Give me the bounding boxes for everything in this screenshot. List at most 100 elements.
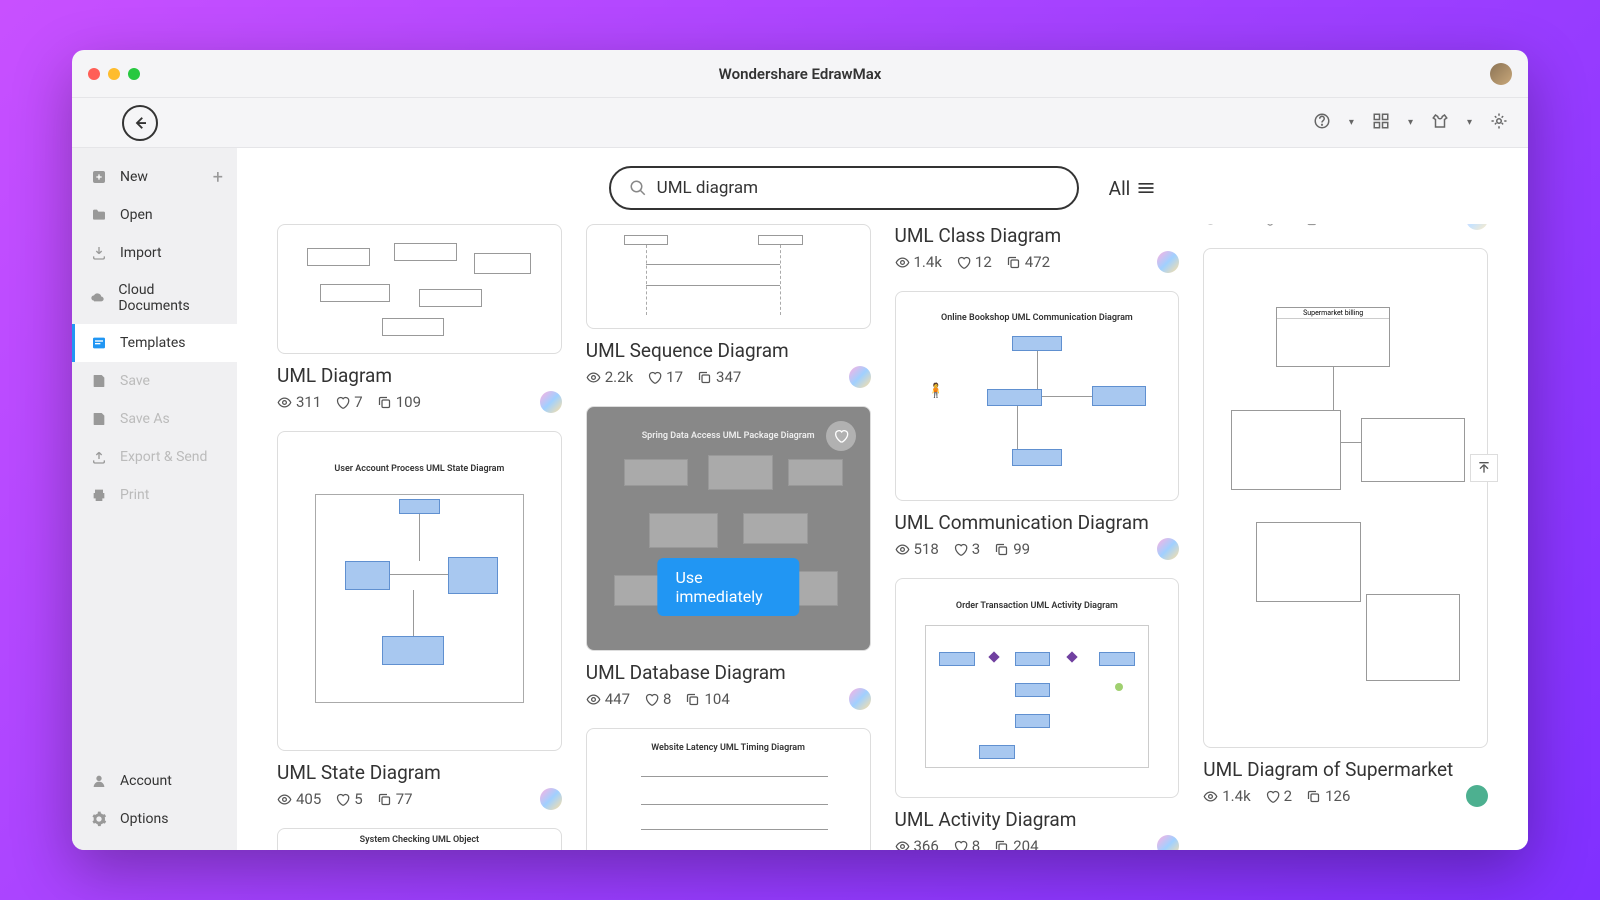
print-icon bbox=[90, 486, 108, 504]
search-icon bbox=[629, 179, 647, 197]
sidebar-item-cloud[interactable]: Cloud Documents bbox=[72, 272, 237, 324]
use-immediately-button[interactable]: Use immediately bbox=[657, 558, 798, 616]
author-avatar[interactable] bbox=[1157, 538, 1179, 560]
thumb-caption: User Account Process UML State Diagram bbox=[295, 464, 544, 474]
user-avatar[interactable] bbox=[1490, 63, 1512, 85]
sidebar-item-label: Cloud Documents bbox=[118, 282, 219, 314]
eye-icon bbox=[277, 792, 292, 807]
search-row: All bbox=[237, 148, 1528, 224]
maximize-window-button[interactable] bbox=[128, 68, 140, 80]
heart-icon bbox=[647, 370, 662, 385]
sidebar-item-new[interactable]: New + bbox=[72, 158, 237, 196]
search-input[interactable] bbox=[657, 178, 1059, 198]
template-gallery: UML Diagram 311 7 109 User A bbox=[237, 224, 1528, 850]
author-avatar[interactable] bbox=[1157, 835, 1179, 850]
sidebar-item-label: New bbox=[120, 169, 148, 185]
author-avatar[interactable] bbox=[849, 688, 871, 710]
filter-all-button[interactable]: All bbox=[1109, 177, 1157, 200]
apps-icon[interactable] bbox=[1372, 112, 1390, 134]
author-avatar[interactable] bbox=[1157, 251, 1179, 273]
eye-icon bbox=[1203, 789, 1218, 804]
template-thumbnail[interactable]: Order Transaction UML Activity Diagram bbox=[895, 578, 1180, 798]
thumb-caption: Website Latency UML Timing Diagram bbox=[604, 743, 853, 753]
toolbar-right-icons: ▾ ▾ ▾ bbox=[1313, 112, 1508, 134]
sidebar-item-open[interactable]: Open bbox=[72, 196, 237, 234]
eye-icon bbox=[895, 255, 910, 270]
template-card[interactable]: UML Sequence Diagram 2.2k 17 347 bbox=[586, 224, 871, 386]
sidebar-item-label: Options bbox=[120, 811, 168, 827]
sidebar-item-import[interactable]: Import bbox=[72, 234, 237, 272]
template-title: UML Diagram bbox=[277, 364, 562, 387]
sidebar-item-account[interactable]: Account bbox=[72, 762, 237, 800]
search-box[interactable] bbox=[609, 166, 1079, 210]
author-avatar[interactable] bbox=[1466, 785, 1488, 807]
template-card[interactable]: System Checking UML Object bbox=[277, 828, 562, 850]
sidebar-item-label: Import bbox=[120, 245, 162, 261]
template-card[interactable]: Order Transaction UML Activity Diagram bbox=[895, 578, 1180, 850]
save-icon bbox=[90, 372, 108, 390]
toolbar: ▾ ▾ ▾ bbox=[72, 98, 1528, 148]
sidebar-item-label: Templates bbox=[120, 335, 186, 351]
window-title: Wondershare EdrawMax bbox=[719, 65, 882, 83]
template-card[interactable]: Spring Data Access UML Package Diagram bbox=[586, 406, 871, 708]
thumb-caption: System Checking UML Object bbox=[295, 835, 544, 845]
sidebar-item-saveas: Save As bbox=[72, 400, 237, 438]
minimize-window-button[interactable] bbox=[108, 68, 120, 80]
template-card[interactable]: Online Bookshop UML Communication Diagra… bbox=[895, 291, 1180, 558]
template-thumbnail[interactable]: System Checking UML Object bbox=[277, 828, 562, 850]
author-avatar[interactable] bbox=[540, 391, 562, 413]
author-avatar[interactable] bbox=[1466, 224, 1488, 230]
template-thumbnail[interactable]: Supermarket billing bbox=[1203, 248, 1488, 748]
template-card[interactable]: Supermarket billing UML Diagram of Super bbox=[1203, 248, 1488, 805]
arrow-left-icon bbox=[131, 114, 149, 132]
template-thumbnail[interactable]: User Account Process UML State Diagram bbox=[277, 431, 562, 751]
template-card[interactable]: User Account Process UML State Diagram bbox=[277, 431, 562, 808]
thumb-caption: Order Transaction UML Activity Diagram bbox=[912, 601, 1161, 611]
chevron-down-icon[interactable]: ▾ bbox=[1467, 117, 1472, 128]
sidebar-item-templates[interactable]: Templates bbox=[72, 324, 237, 362]
copy-icon bbox=[1006, 255, 1021, 270]
template-title: UML Diagram of Supermarket bbox=[1203, 758, 1488, 781]
template-thumbnail[interactable] bbox=[277, 224, 562, 354]
cloud-icon bbox=[90, 289, 106, 307]
body: New + Open Import Cloud Documents Templa… bbox=[72, 148, 1528, 850]
heart-icon bbox=[335, 395, 350, 410]
scroll-to-top-button[interactable] bbox=[1470, 454, 1498, 482]
heart-icon bbox=[956, 255, 971, 270]
eye-icon bbox=[895, 839, 910, 851]
heart-icon bbox=[335, 792, 350, 807]
sidebar-item-label: Save As bbox=[120, 411, 170, 427]
sidebar-item-options[interactable]: Options bbox=[72, 800, 237, 838]
chevron-down-icon[interactable]: ▾ bbox=[1349, 117, 1354, 128]
import-icon bbox=[90, 244, 108, 262]
template-thumbnail[interactable]: Website Latency UML Timing Diagram bbox=[586, 728, 871, 850]
template-card[interactable]: UML Diagram 311 7 109 bbox=[277, 224, 562, 411]
template-title: UML Class Diagram bbox=[895, 224, 1180, 247]
back-button[interactable] bbox=[122, 105, 158, 141]
close-window-button[interactable] bbox=[88, 68, 100, 80]
template-stats: 366 8 204 bbox=[895, 837, 1180, 850]
eye-icon bbox=[895, 542, 910, 557]
gear-icon[interactable] bbox=[1490, 112, 1508, 134]
chevron-down-icon[interactable]: ▾ bbox=[1408, 117, 1413, 128]
heart-icon bbox=[644, 692, 659, 707]
gear-icon bbox=[90, 810, 108, 828]
author-avatar[interactable] bbox=[540, 788, 562, 810]
template-thumbnail[interactable]: Online Bookshop UML Communication Diagra… bbox=[895, 291, 1180, 501]
favorite-button[interactable] bbox=[826, 421, 856, 451]
shirt-icon[interactable] bbox=[1431, 112, 1449, 134]
export-icon bbox=[90, 448, 108, 466]
plus-icon[interactable]: + bbox=[213, 167, 223, 188]
help-icon[interactable] bbox=[1313, 112, 1331, 134]
template-title: UML Sequence Diagram bbox=[586, 339, 871, 362]
copy-icon bbox=[994, 839, 1009, 851]
sidebar-item-label: Print bbox=[120, 487, 149, 503]
template-thumbnail[interactable] bbox=[586, 224, 871, 329]
sidebar: New + Open Import Cloud Documents Templa… bbox=[72, 148, 237, 850]
template-card[interactable]: UML Class Diagram 1.4k 12 472 bbox=[895, 224, 1180, 271]
template-card[interactable]: Website Latency UML Timing Diagram bbox=[586, 728, 871, 850]
author-avatar[interactable] bbox=[849, 366, 871, 388]
template-title: UML Database Diagram bbox=[586, 661, 871, 684]
copy-icon bbox=[1306, 789, 1321, 804]
template-thumbnail[interactable]: Spring Data Access UML Package Diagram bbox=[586, 406, 871, 651]
